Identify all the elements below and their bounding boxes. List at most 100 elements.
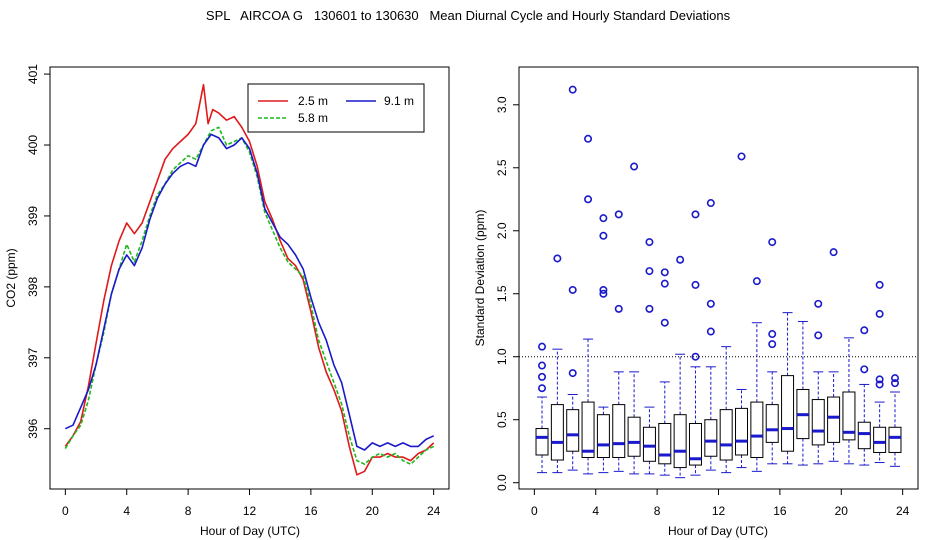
iqr-box	[857, 421, 871, 450]
outlier-point	[584, 195, 593, 204]
outlier-point	[691, 280, 700, 289]
outlier-point	[860, 326, 869, 335]
iqr-box	[581, 401, 595, 459]
left-y-axis-label: CO2 (ppm)	[4, 248, 18, 307]
right-x-tick-label-16: 16	[773, 504, 787, 518]
boxplot-hour-16	[781, 312, 795, 465]
figure-title: SPL AIRCOA G 130601 to 130630 Mean Diurn…	[205, 8, 731, 23]
left-x-tick-label-24: 24	[427, 504, 441, 518]
legend-label-2-5m: 2.5 m	[298, 94, 328, 108]
outlier-point	[829, 248, 838, 257]
outlier-point	[814, 299, 823, 308]
boxplot-group	[535, 85, 902, 479]
outlier-point	[768, 340, 777, 349]
outlier-point	[568, 369, 577, 378]
left-x-tick-label-4: 4	[123, 504, 130, 518]
outlier-point	[553, 254, 562, 263]
left-x-axis-label: Hour of Day (UTC)	[200, 524, 300, 538]
right-y-tick-label-3: 3.0	[495, 96, 509, 113]
outlier-point	[814, 331, 823, 340]
boxplot-hour-15	[765, 238, 779, 465]
outlier-point	[660, 268, 669, 277]
left-x-tick-label-0: 0	[62, 504, 69, 518]
outlier-point	[691, 210, 700, 219]
outlier-point	[645, 267, 654, 276]
iqr-box	[811, 399, 825, 446]
left-y-tick-label-401: 401	[26, 64, 40, 84]
boxplot-hour-6	[627, 162, 641, 475]
right-y-tick-label-0.5: 0.5	[495, 411, 509, 428]
boxplot-hour-20	[842, 337, 856, 465]
iqr-box	[765, 404, 779, 443]
std-deviation-boxplot-panel: 0 4 8 12 16 20 24 0.0 0.5 1.0 1.5 2.0 2.5 3.0 Hour o…	[473, 66, 919, 538]
iqr-box	[673, 414, 687, 469]
outlier-point	[706, 327, 715, 336]
series-line-2-5-m	[64, 83, 435, 476]
outlier-point	[706, 199, 715, 208]
right-y-axis: 0.0 0.5 1.0 1.5 2.0 2.5 3.0	[495, 96, 520, 491]
legend-label-5-8m: 5.8 m	[298, 111, 328, 125]
left-y-axis: 396 397 398 399 400 401	[26, 64, 51, 439]
outlier-point	[875, 280, 884, 289]
outlier-point	[645, 304, 654, 313]
boxplot-hour-5	[612, 210, 626, 472]
iqr-box	[888, 426, 902, 453]
left-y-tick-label-397: 397	[26, 347, 40, 367]
right-x-tick-label-0: 0	[531, 504, 538, 518]
outlier-point	[599, 289, 608, 298]
boxplot-hour-10	[688, 210, 702, 476]
boxplot-hour-22	[873, 280, 887, 464]
legend-label-9-1m: 9.1 m	[384, 94, 414, 108]
right-y-tick-label-1.5: 1.5	[495, 285, 509, 302]
outlier-point	[538, 342, 547, 351]
outlier-point	[538, 384, 547, 393]
outlier-point	[875, 380, 884, 389]
outlier-point	[768, 238, 777, 247]
outlier-point	[752, 277, 761, 286]
boxplot-hour-8	[658, 268, 672, 476]
right-x-tick-label-20: 20	[835, 504, 849, 518]
iqr-box	[781, 375, 795, 452]
boxplot-hour-14	[750, 277, 764, 472]
boxplot-hour-21	[857, 326, 871, 466]
left-y-tick-label-399: 399	[26, 206, 40, 226]
right-x-axis: 0 4 8 12 16 20 24	[531, 488, 910, 518]
boxplot-hour-23	[888, 374, 902, 467]
iqr-box	[719, 409, 733, 461]
legend: 2.5 m 9.1 m 5.8 m	[247, 83, 425, 133]
outlier-point	[737, 152, 746, 161]
right-x-tick-label-8: 8	[654, 504, 661, 518]
outlier-point	[614, 304, 623, 313]
series-line-9-1-m	[64, 133, 435, 451]
iqr-box	[842, 391, 856, 441]
left-x-tick-label-12: 12	[243, 504, 257, 518]
iqr-box	[873, 426, 887, 453]
iqr-box	[642, 426, 656, 462]
iqr-box	[596, 414, 610, 459]
iqr-box	[735, 407, 749, 456]
outlier-point	[875, 309, 884, 318]
iqr-box	[535, 428, 549, 456]
iqr-box	[704, 419, 718, 457]
outlier-point	[614, 210, 623, 219]
outlier-point	[660, 318, 669, 327]
left-y-tick-label-398: 398	[26, 277, 40, 297]
series-line-5-8-m	[64, 126, 435, 466]
boxplot-hour-18	[811, 299, 825, 465]
boxplot-hour-7	[642, 238, 656, 475]
iqr-box	[612, 404, 626, 459]
outlier-point	[860, 365, 869, 374]
outlier-point	[890, 374, 899, 383]
outlier-point	[645, 238, 654, 247]
right-x-tick-label-24: 24	[896, 504, 910, 518]
outlier-point	[568, 285, 577, 294]
boxplot-hour-0	[535, 342, 549, 474]
left-x-tick-label-8: 8	[185, 504, 192, 518]
outlier-point	[676, 255, 685, 264]
left-x-axis: 0 4 8 12 16 20 24	[62, 488, 441, 518]
iqr-box	[627, 416, 641, 457]
outlier-point	[599, 214, 608, 223]
right-x-tick-label-12: 12	[712, 504, 726, 518]
outlier-point	[660, 279, 669, 288]
